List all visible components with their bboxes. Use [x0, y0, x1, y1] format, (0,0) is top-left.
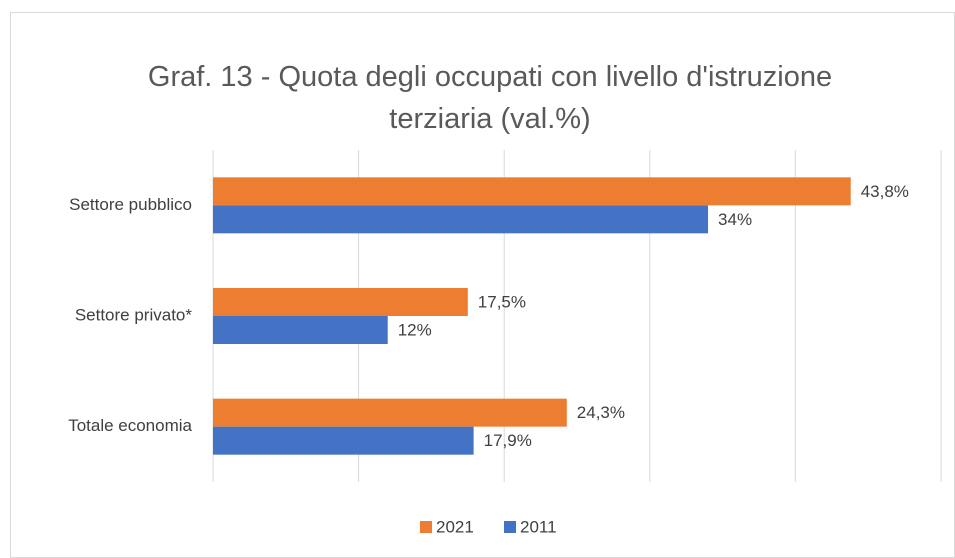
- legend-label: 2011: [520, 517, 557, 536]
- data-label: 34%: [718, 210, 752, 229]
- bar: [213, 398, 567, 427]
- y-tick-label: Settore pubblico: [69, 195, 192, 214]
- y-tick-label: Settore privato*: [75, 305, 193, 324]
- bar: [213, 316, 388, 344]
- data-label: 17,9%: [484, 431, 532, 450]
- bar: [213, 426, 474, 455]
- data-label: 43,8%: [861, 182, 909, 201]
- bar: [213, 205, 709, 234]
- data-label: 12%: [398, 320, 432, 339]
- bar: [213, 288, 468, 316]
- chart-title: Graf. 13 - Quota degli occupati con live…: [147, 61, 833, 135]
- legend-swatch: [504, 521, 516, 533]
- legend-swatch: [420, 521, 432, 533]
- data-label: 24,3%: [577, 403, 625, 422]
- data-label: 17,5%: [478, 292, 526, 311]
- bar: [213, 177, 851, 206]
- legend-label: 2021: [436, 517, 474, 536]
- y-tick-label: Totale economia: [68, 416, 192, 435]
